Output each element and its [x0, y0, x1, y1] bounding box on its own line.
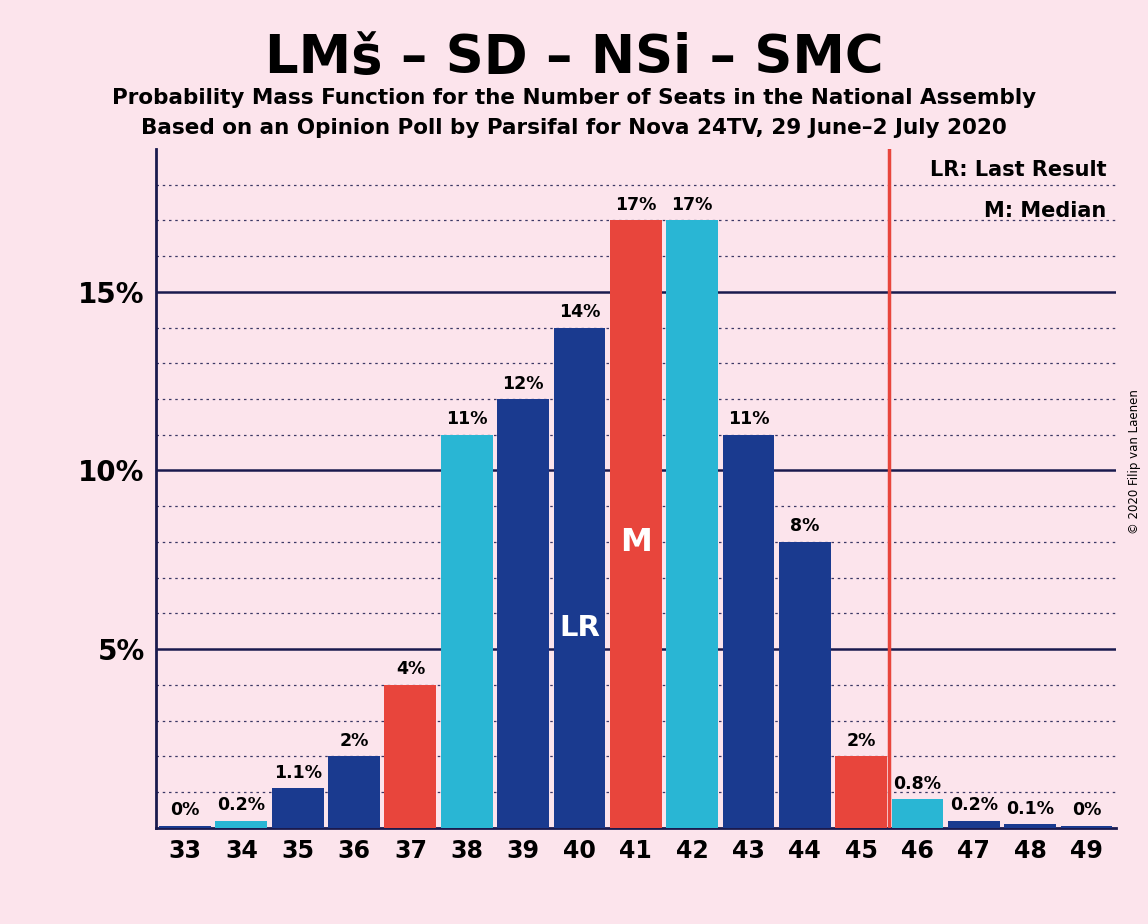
Bar [328, 756, 380, 828]
Bar [778, 541, 831, 828]
Text: M: M [620, 527, 652, 558]
Bar [836, 756, 887, 828]
Text: 12%: 12% [503, 374, 544, 393]
Text: 0%: 0% [170, 801, 200, 820]
Bar [610, 221, 661, 828]
Bar [666, 221, 718, 828]
Text: 17%: 17% [615, 196, 657, 214]
Bar [441, 435, 492, 828]
Text: 14%: 14% [559, 303, 600, 322]
Bar [272, 788, 324, 828]
Bar [892, 799, 944, 828]
Bar [553, 328, 605, 828]
Text: © 2020 Filip van Laenen: © 2020 Filip van Laenen [1127, 390, 1141, 534]
Text: 11%: 11% [728, 410, 769, 429]
Text: 0.8%: 0.8% [893, 774, 941, 793]
Bar [948, 821, 1000, 828]
Bar [722, 435, 775, 828]
Text: 0%: 0% [1072, 801, 1101, 820]
Text: Based on an Opinion Poll by Parsifal for Nova 24TV, 29 June–2 July 2020: Based on an Opinion Poll by Parsifal for… [141, 118, 1007, 139]
Text: LR: LR [559, 614, 600, 641]
Bar [1004, 824, 1056, 828]
Text: 2%: 2% [846, 732, 876, 749]
Text: 1.1%: 1.1% [273, 764, 321, 782]
Bar [160, 826, 211, 828]
Text: 2%: 2% [340, 732, 369, 749]
Bar [385, 685, 436, 828]
Text: LR: Last Result: LR: Last Result [930, 160, 1107, 179]
Text: 0.1%: 0.1% [1006, 799, 1054, 818]
Text: 0.2%: 0.2% [217, 796, 265, 814]
Bar [497, 399, 549, 828]
Text: 11%: 11% [445, 410, 488, 429]
Text: 17%: 17% [672, 196, 713, 214]
Text: 8%: 8% [790, 517, 820, 536]
Text: 0.2%: 0.2% [949, 796, 998, 814]
Bar [216, 821, 267, 828]
Text: M: Median: M: Median [984, 201, 1107, 221]
Bar [1061, 826, 1112, 828]
Text: LMš – SD – NSi – SMC: LMš – SD – NSi – SMC [265, 32, 883, 84]
Text: Probability Mass Function for the Number of Seats in the National Assembly: Probability Mass Function for the Number… [113, 88, 1035, 108]
Text: 4%: 4% [396, 661, 425, 678]
